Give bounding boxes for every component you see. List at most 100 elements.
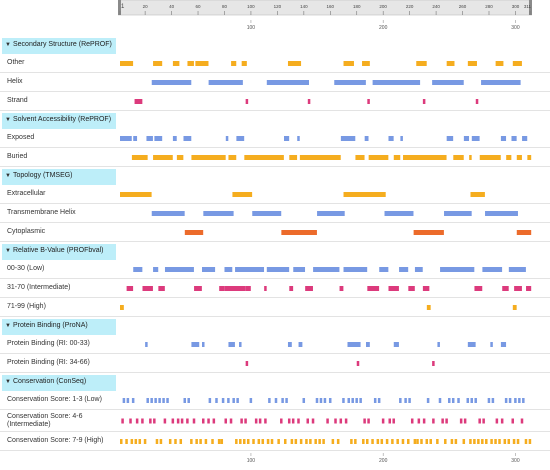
feature-segment[interactable]: [264, 418, 267, 424]
feature-segment[interactable]: [457, 398, 460, 403]
feature-segment[interactable]: [410, 418, 414, 424]
feature-segment[interactable]: [463, 418, 467, 424]
feature-segment[interactable]: [500, 136, 507, 141]
feature-segment[interactable]: [299, 439, 303, 444]
feature-segment[interactable]: [336, 439, 340, 444]
feature-segment[interactable]: [261, 439, 265, 444]
feature-segment[interactable]: [264, 286, 267, 291]
feature-segment[interactable]: [126, 398, 130, 403]
feature-segment[interactable]: [400, 136, 403, 141]
feature-segment[interactable]: [356, 361, 360, 366]
feature-segment[interactable]: [309, 439, 312, 444]
feature-segment[interactable]: [482, 267, 503, 272]
feature-segment[interactable]: [130, 439, 134, 444]
feature-segment[interactable]: [224, 286, 246, 291]
feature-segment[interactable]: [235, 439, 238, 444]
track-canvas[interactable]: [118, 223, 532, 242]
feature-segment[interactable]: [291, 418, 295, 424]
feature-segment[interactable]: [241, 61, 247, 66]
feature-segment[interactable]: [289, 286, 294, 291]
feature-segment[interactable]: [236, 398, 239, 403]
feature-segment[interactable]: [174, 439, 177, 444]
feature-segment[interactable]: [512, 305, 517, 310]
feature-segment[interactable]: [244, 155, 284, 160]
feature-segment[interactable]: [284, 136, 290, 141]
feature-segment[interactable]: [280, 418, 283, 424]
feature-segment[interactable]: [422, 418, 426, 424]
track-canvas[interactable]: [118, 391, 532, 410]
feature-segment[interactable]: [490, 342, 493, 347]
feature-segment[interactable]: [120, 136, 132, 141]
category-header[interactable]: ▼ Secondary Structure (RePROF): [0, 36, 550, 54]
feature-segment[interactable]: [120, 61, 134, 66]
feature-segment[interactable]: [514, 286, 522, 291]
feature-segment[interactable]: [343, 192, 386, 197]
feature-segment[interactable]: [388, 286, 399, 291]
feature-segment[interactable]: [134, 99, 143, 104]
feature-segment[interactable]: [495, 418, 499, 424]
feature-segment[interactable]: [414, 267, 423, 272]
feature-segment[interactable]: [239, 342, 242, 347]
feature-segment[interactable]: [482, 418, 485, 424]
category-header[interactable]: ▼ Topology (TMSEG): [0, 167, 550, 185]
feature-segment[interactable]: [245, 99, 249, 104]
feature-segment[interactable]: [266, 267, 290, 272]
feature-segment[interactable]: [141, 418, 144, 424]
feature-segment[interactable]: [153, 155, 173, 160]
feature-segment[interactable]: [302, 398, 306, 403]
feature-segment[interactable]: [367, 286, 380, 291]
feature-segment[interactable]: [518, 398, 521, 403]
category-header-cell[interactable]: ▼ Protein Binding (ProNA): [2, 319, 116, 335]
feature-segment[interactable]: [470, 398, 473, 403]
feature-segment[interactable]: [448, 398, 451, 403]
feature-segment[interactable]: [490, 439, 493, 444]
feature-segment[interactable]: [168, 439, 172, 444]
feature-segment[interactable]: [377, 398, 381, 403]
feature-segment[interactable]: [297, 418, 300, 424]
feature-segment[interactable]: [354, 439, 357, 444]
feature-segment[interactable]: [159, 439, 163, 444]
feature-segment[interactable]: [207, 418, 210, 424]
feature-segment[interactable]: [504, 398, 508, 403]
feature-segment[interactable]: [313, 267, 340, 272]
feature-segment[interactable]: [149, 418, 152, 424]
feature-segment[interactable]: [162, 398, 165, 403]
feature-segment[interactable]: [187, 398, 190, 403]
feature-segment[interactable]: [470, 192, 485, 197]
feature-segment[interactable]: [502, 286, 509, 291]
feature-segment[interactable]: [344, 418, 348, 424]
feature-segment[interactable]: [495, 61, 504, 66]
feature-segment[interactable]: [195, 439, 198, 444]
feature-segment[interactable]: [473, 439, 476, 444]
track-canvas[interactable]: [118, 354, 532, 373]
feature-segment[interactable]: [366, 439, 369, 444]
feature-segment[interactable]: [135, 418, 139, 424]
feature-segment[interactable]: [326, 418, 329, 424]
feature-segment[interactable]: [138, 439, 142, 444]
feature-segment[interactable]: [129, 418, 132, 424]
category-header-cell[interactable]: ▼ Solvent Accessibility (RePROF): [2, 113, 116, 129]
feature-segment[interactable]: [417, 418, 421, 424]
feature-segment[interactable]: [166, 398, 169, 403]
feature-segment[interactable]: [281, 398, 284, 403]
feature-segment[interactable]: [426, 305, 431, 310]
feature-segment[interactable]: [350, 439, 353, 444]
feature-segment[interactable]: [485, 211, 518, 216]
feature-segment[interactable]: [287, 418, 291, 424]
feature-segment[interactable]: [232, 398, 235, 403]
feature-segment[interactable]: [142, 286, 153, 291]
feature-segment[interactable]: [239, 439, 242, 444]
feature-segment[interactable]: [121, 418, 124, 424]
feature-segment[interactable]: [380, 439, 384, 444]
feature-segment[interactable]: [404, 398, 407, 403]
feature-segment[interactable]: [494, 439, 497, 444]
feature-segment[interactable]: [225, 136, 229, 141]
feature-segment[interactable]: [469, 439, 472, 444]
category-header-cell[interactable]: ▼ Conservation (ConSeq): [2, 375, 116, 391]
collapse-triangle-icon[interactable]: ▼: [5, 248, 11, 254]
feature-segment[interactable]: [347, 342, 361, 347]
feature-segment[interactable]: [393, 342, 399, 347]
ruler-right-handle[interactable]: [529, 0, 532, 15]
track-canvas[interactable]: [118, 54, 532, 73]
feature-segment[interactable]: [339, 418, 343, 424]
